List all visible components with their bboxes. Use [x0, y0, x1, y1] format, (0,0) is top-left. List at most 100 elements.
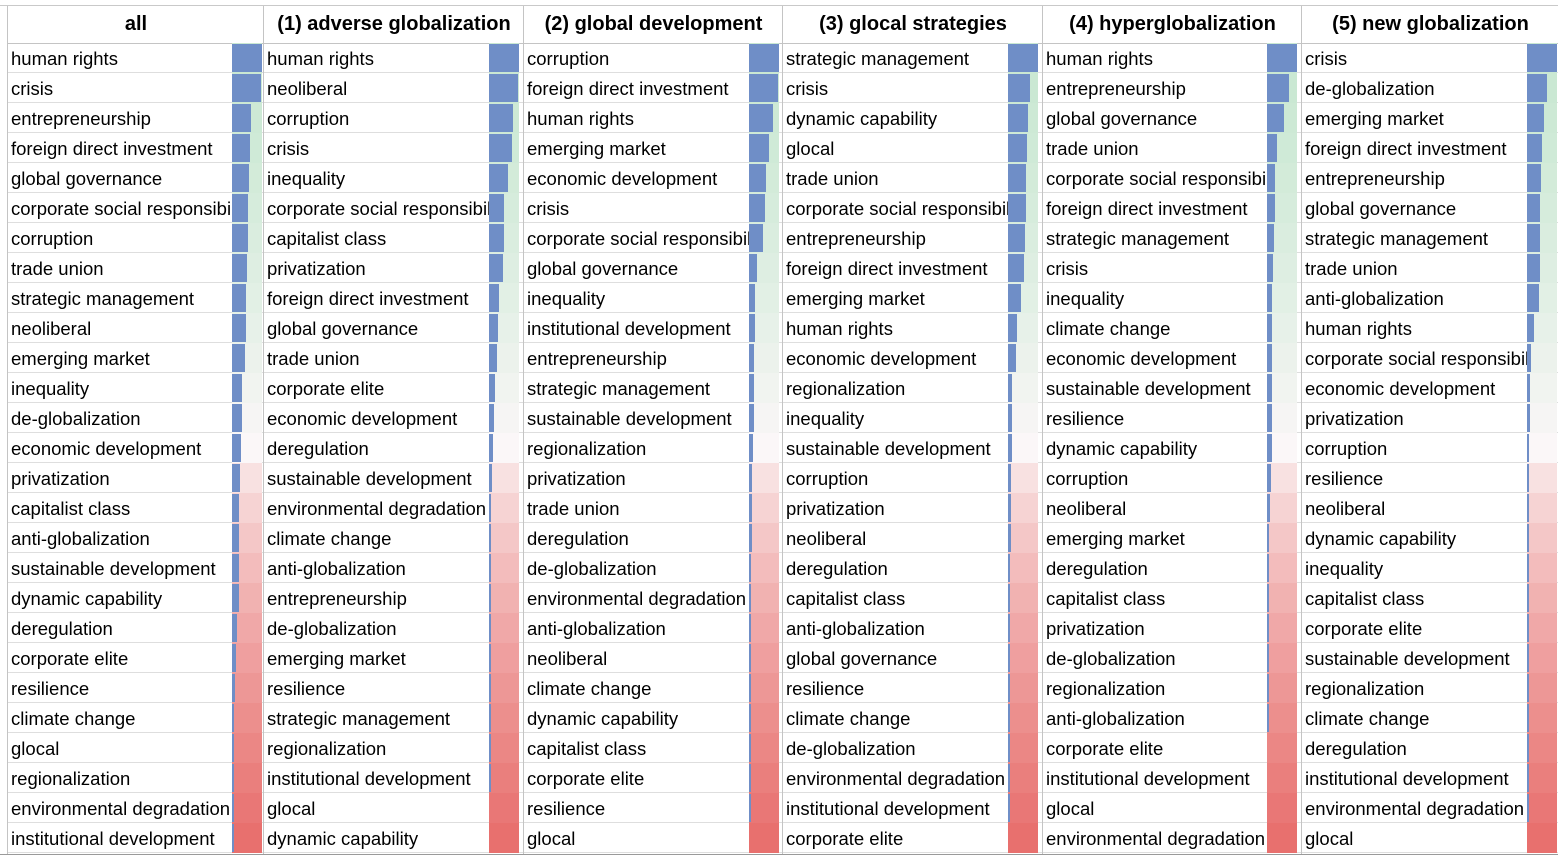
data-bar: [232, 824, 234, 852]
data-bar: [489, 584, 491, 612]
term-label: privatization: [786, 498, 885, 519]
table-row: anti-globalization: [524, 613, 783, 643]
data-bar: [1527, 164, 1541, 192]
color-scale-cell: [1008, 433, 1038, 463]
table-row: regionalization: [1302, 673, 1558, 703]
term-label: strategic management: [527, 378, 711, 399]
color-scale-cell: [749, 43, 779, 73]
term-label: inequality: [11, 378, 90, 399]
color-scale-cell: [489, 613, 519, 643]
color-scale-cell: [1008, 823, 1038, 853]
color-scale-cell: [1008, 43, 1038, 73]
table-row: sustainable development: [8, 553, 264, 583]
color-scale-cell: [749, 253, 779, 283]
table-row: environmental degradation: [8, 793, 264, 823]
term-label: human rights: [786, 318, 893, 339]
color-scale-cell: [1008, 733, 1038, 763]
table-row: foreign direct investment: [1043, 193, 1302, 223]
table-row: resilience: [1043, 403, 1302, 433]
color-scale-cell: [1527, 343, 1557, 373]
term-label: de-globalization: [1305, 78, 1435, 99]
term-label: entrepreneurship: [1305, 168, 1445, 189]
table-row: deregulation: [1302, 733, 1558, 763]
data-bar: [1527, 314, 1534, 342]
table-row: regionalization: [1043, 673, 1302, 703]
color-scale-cell: [1008, 163, 1038, 193]
table-row: anti-globalization: [1302, 283, 1558, 313]
color-scale-cell: [749, 193, 779, 223]
table-row: institutional development: [264, 763, 524, 793]
data-bar: [1008, 224, 1025, 252]
column-header: (5) new globalization: [1302, 6, 1558, 44]
data-bar: [1267, 584, 1269, 612]
term-label: sustainable development: [786, 438, 991, 459]
data-bar: [749, 314, 755, 342]
term-label: neoliberal: [527, 648, 608, 669]
data-bar: [1527, 494, 1529, 522]
term-label: anti-globalization: [786, 618, 925, 639]
data-bar: [489, 494, 491, 522]
data-bar: [232, 134, 250, 162]
data-bar: [489, 104, 513, 132]
column-4: (4) hyperglobalization human rights entrep…: [1042, 6, 1302, 854]
data-bar: [1527, 104, 1544, 132]
column-3: (3) glocal strategies strategic managemen…: [782, 6, 1043, 854]
color-scale-cell: [232, 43, 262, 73]
table-row: entrepreneurship: [1043, 73, 1302, 103]
term-label: environmental degradation: [786, 768, 1006, 789]
data-bar: [1267, 224, 1274, 252]
color-scale-cell: [489, 763, 519, 793]
term-label: economic development: [786, 348, 977, 369]
data-bar: [489, 434, 493, 462]
table-row: glocal: [1043, 793, 1302, 823]
data-bar: [489, 464, 492, 492]
column-header: (2) global development: [524, 6, 783, 44]
color-scale-cell: [232, 613, 262, 643]
term-label: dynamic capability: [786, 108, 938, 129]
data-bar: [1267, 374, 1272, 402]
color-scale-cell: [1267, 763, 1297, 793]
color-scale-cell: [489, 43, 519, 73]
data-bar: [489, 44, 519, 72]
column-header: all: [8, 6, 264, 44]
table-row: environmental degradation: [264, 493, 524, 523]
data-bar: [232, 434, 241, 462]
table-row: strategic management: [524, 373, 783, 403]
data-bar: [749, 434, 753, 462]
term-label: capitalist class: [1305, 588, 1425, 609]
table-row: privatization: [8, 463, 264, 493]
color-scale-cell: [232, 253, 262, 283]
term-label: inequality: [1305, 558, 1384, 579]
color-scale-cell: [1527, 793, 1557, 823]
table-row: sustainable development: [783, 433, 1043, 463]
data-bar: [1008, 344, 1016, 372]
table-row: entrepreneurship: [8, 103, 264, 133]
term-label: capitalist class: [527, 738, 647, 759]
color-scale-cell: [749, 283, 779, 313]
data-bar: [1527, 344, 1531, 372]
color-scale-cell: [1267, 103, 1297, 133]
term-label: glocal: [1046, 798, 1095, 819]
data-bar: [1008, 764, 1010, 792]
table-row: capitalist class: [8, 493, 264, 523]
term-label: de-globalization: [11, 408, 141, 429]
table-row: regionalization: [524, 433, 783, 463]
term-label: economic development: [11, 438, 202, 459]
table-row: climate change: [783, 703, 1043, 733]
term-label: foreign direct investment: [267, 288, 469, 309]
color-scale-cell: [1527, 673, 1557, 703]
data-bar: [1527, 134, 1542, 162]
table-row: global governance: [1302, 193, 1558, 223]
color-scale-cell: [232, 703, 262, 733]
term-label: strategic management: [786, 48, 970, 69]
data-bar: [1008, 614, 1010, 642]
table-row: entrepreneurship: [1302, 163, 1558, 193]
color-scale-cell: [232, 133, 262, 163]
color-scale-cell: [1527, 703, 1557, 733]
table-row: trade union: [524, 493, 783, 523]
data-bar: [1527, 74, 1547, 102]
color-scale-cell: [1267, 73, 1297, 103]
table-row: environmental degradation: [1043, 823, 1302, 853]
color-scale-cell: [749, 643, 779, 673]
term-label: corporate social responsibility: [1046, 168, 1289, 189]
